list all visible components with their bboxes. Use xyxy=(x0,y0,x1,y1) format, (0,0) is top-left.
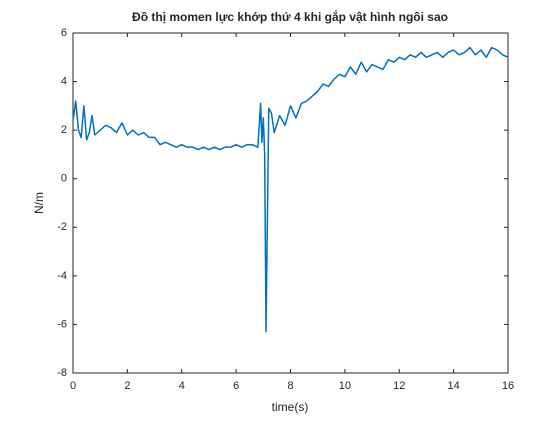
x-tick-label: 0 xyxy=(70,380,76,392)
x-tick-label: 16 xyxy=(502,380,514,392)
y-axis-label: N/m xyxy=(32,192,46,214)
y-tick-label: -4 xyxy=(57,270,67,282)
x-tick-label: 2 xyxy=(124,380,130,392)
x-tick-label: 10 xyxy=(339,380,351,392)
y-tick-label: 0 xyxy=(61,173,67,185)
x-tick-label: 6 xyxy=(233,380,239,392)
x-axis-label: time(s) xyxy=(272,400,309,414)
data-line xyxy=(72,46,509,333)
y-tick-label: -8 xyxy=(57,367,67,379)
axes-box xyxy=(72,32,509,374)
x-tick-label: 4 xyxy=(179,380,185,392)
y-tick-label: -2 xyxy=(57,221,67,233)
y-tick-label: 4 xyxy=(61,75,67,87)
x-tick-label: 8 xyxy=(287,380,293,392)
y-tick-label: 2 xyxy=(61,124,67,136)
x-tick-label: 14 xyxy=(448,380,460,392)
y-tick-label: 6 xyxy=(61,27,67,39)
y-tick-label: -6 xyxy=(57,318,67,330)
x-tick-label: 12 xyxy=(393,380,405,392)
chart-title: Đồ thị momen lực khớp thứ 4 khi gắp vật … xyxy=(132,9,448,24)
